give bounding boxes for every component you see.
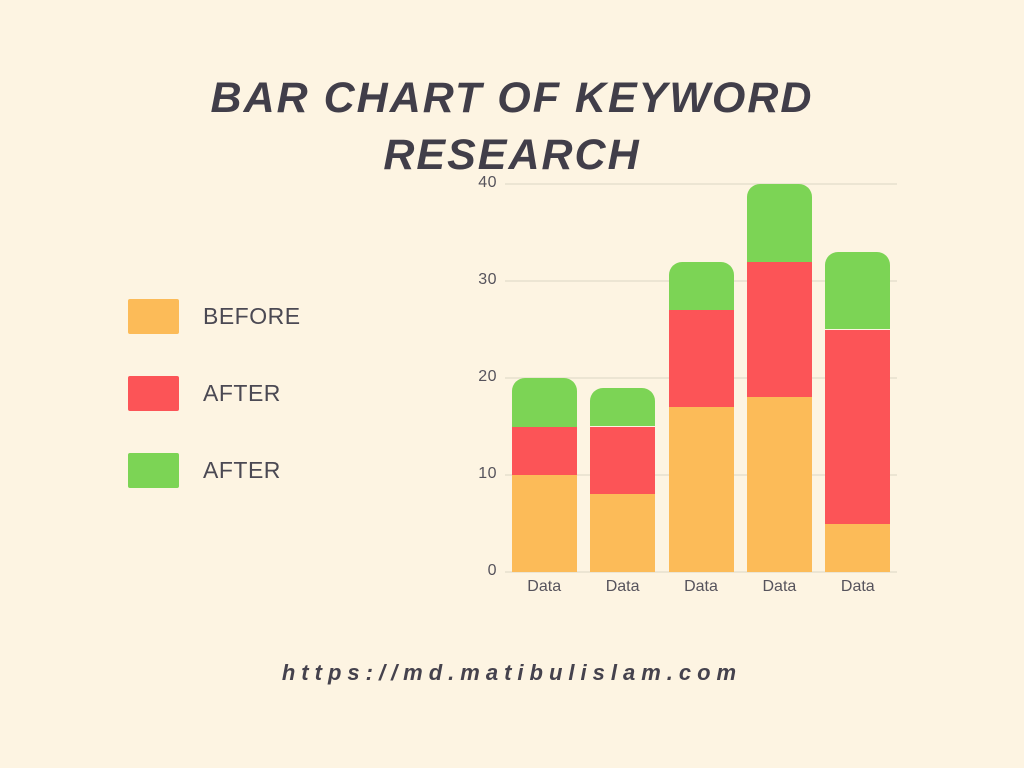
y-tick-label-30: 30 [478, 271, 497, 288]
bar3-segment-before-0 [668, 407, 734, 572]
x-tick-label-5: Data [840, 578, 875, 595]
x-tick-label-3: Data [684, 578, 718, 595]
legend-label-before: BEFORE [203, 303, 301, 329]
bar4-segment-after-2 [746, 184, 812, 262]
bar2-segment-after-1 [590, 426, 656, 495]
legend-swatch-orange [128, 299, 179, 334]
bar5-segment-before-0 [825, 523, 891, 572]
footer-url: https://md.matibulislam.com [281, 660, 743, 685]
bar4-segment-after-1 [746, 261, 812, 398]
legend-label-after-red: AFTER [203, 380, 281, 406]
legend-item-before: BEFORE [128, 299, 301, 334]
x-tick-label-4: Data [762, 578, 797, 595]
chart-title: BAR CHART OF KEYWORD RESEARCH [0, 70, 1024, 184]
legend-label-after-green: AFTER [203, 457, 281, 483]
y-tick-label-10: 10 [478, 465, 497, 482]
bar3-segment-after-2 [668, 261, 734, 311]
legend: BEFORE AFTER AFTER [128, 299, 301, 488]
legend-item-after-red: AFTER [128, 376, 301, 411]
y-tick-label-0: 0 [487, 562, 497, 579]
bar2-segment-before-0 [590, 494, 656, 572]
chart-title-line1: BAR CHART OF KEYWORD [210, 74, 814, 122]
bar5-segment-after-2 [825, 251, 891, 330]
bar5-segment-after-1 [825, 329, 891, 524]
x-tick-label-2: Data [605, 578, 640, 595]
bar2-segment-after-2 [590, 387, 656, 427]
bar1-segment-before-0 [511, 475, 577, 572]
bar1-segment-after-2 [511, 378, 577, 427]
legend-item-after-green: AFTER [128, 453, 301, 488]
bar4-segment-before-0 [746, 397, 812, 572]
bar1-segment-after-1 [511, 426, 577, 475]
y-tick-label-20: 20 [478, 368, 497, 385]
bar3-segment-after-1 [668, 310, 734, 408]
gridline-y0 [505, 571, 897, 573]
legend-swatch-green [128, 453, 179, 488]
chart-title-line2: RESEARCH [383, 131, 641, 179]
gridline-y40 [505, 183, 897, 185]
y-tick-label-40: 40 [478, 174, 497, 191]
x-tick-label-1: Data [527, 578, 562, 595]
legend-swatch-red [128, 376, 179, 411]
